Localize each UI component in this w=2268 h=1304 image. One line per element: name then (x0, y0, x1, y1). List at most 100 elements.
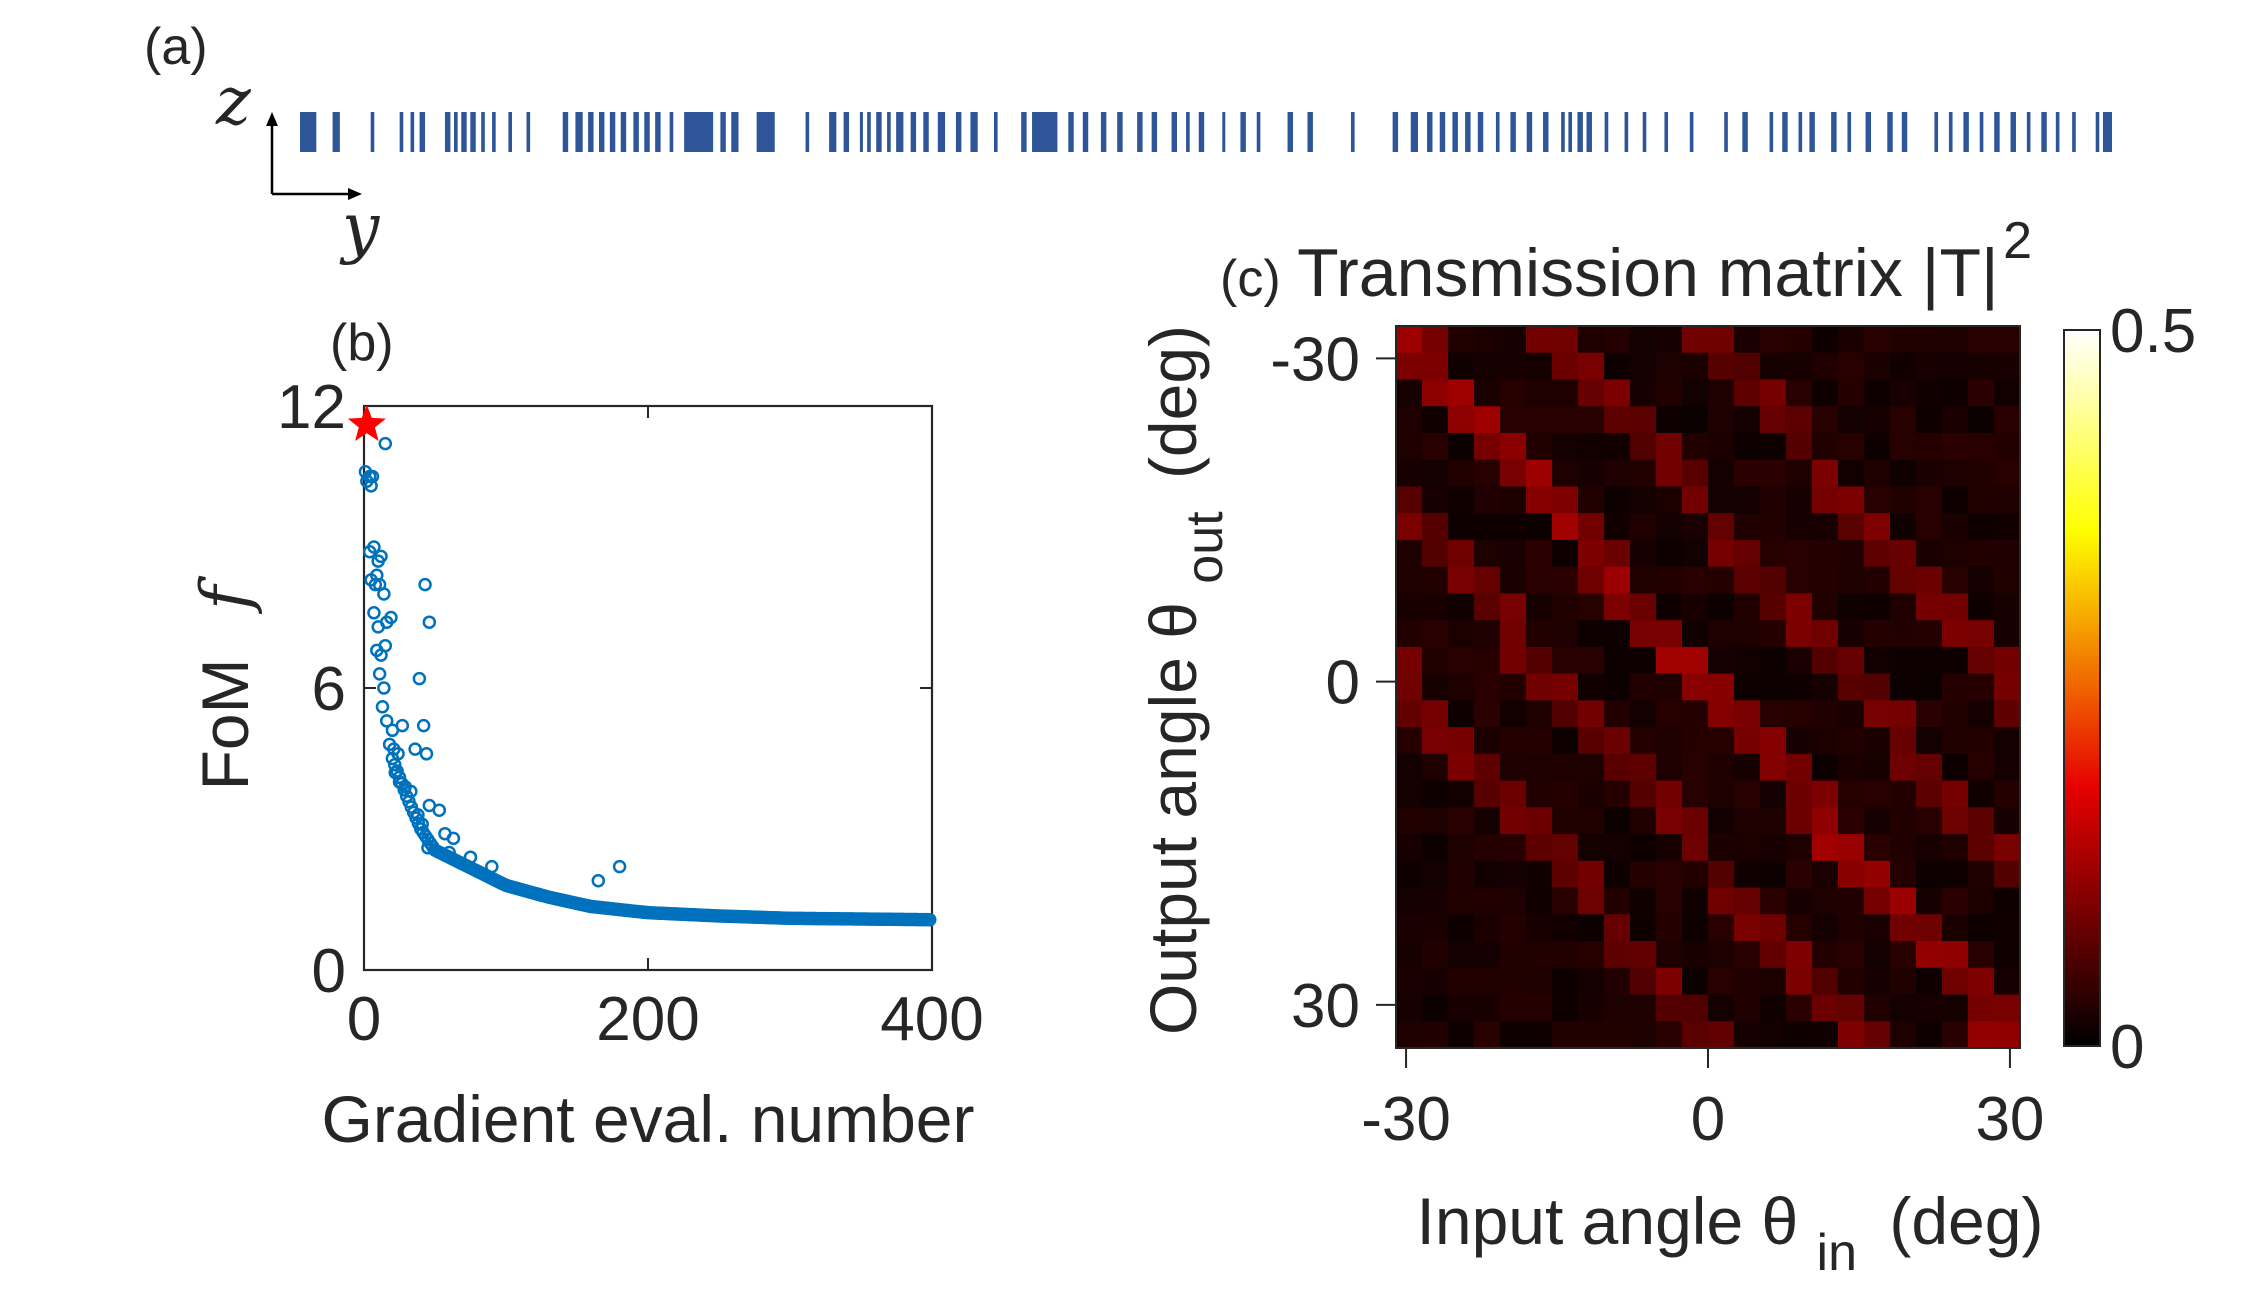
heatmap-cell (1500, 914, 1527, 942)
layer-bar (993, 112, 998, 152)
layer-bar (669, 112, 674, 152)
heatmap-cell (1968, 593, 1995, 621)
heatmap-cell (1526, 941, 1553, 969)
heatmap-cell (1448, 1021, 1475, 1049)
heatmap-cell (1396, 486, 1423, 514)
heatmap-cell (1422, 967, 1449, 996)
heatmap-cell (1604, 486, 1631, 514)
heatmap-cell (1656, 326, 1683, 354)
heatmap-cell (1890, 352, 1917, 380)
heatmap-cell (1682, 887, 1709, 915)
heatmap-cell (1890, 646, 1917, 675)
heatmap-cell (1890, 994, 1917, 1022)
heatmap-cell (1994, 914, 2021, 942)
heatmap-cell (1578, 1021, 1605, 1049)
heatmap-cell (1708, 887, 1735, 915)
heatmap-cell (1422, 432, 1449, 461)
heatmap-cell (1734, 994, 1761, 1022)
heatmap-cell (1734, 887, 1761, 915)
heatmap-cell (1786, 432, 1813, 461)
heatmap-cell (1656, 593, 1683, 621)
heatmap-cell (1396, 727, 1423, 755)
heatmap-cell (1994, 967, 2021, 996)
layer-bar (1831, 112, 1837, 152)
heatmap-cell (1916, 860, 1943, 889)
heatmap-cell (1656, 994, 1683, 1022)
heatmap-cell (1578, 673, 1605, 701)
heatmap-cell (1630, 914, 1657, 942)
heatmap-cell (1708, 753, 1735, 782)
heatmap-cell (1968, 860, 1995, 889)
plot-b-data-point (377, 681, 391, 695)
heatmap-cell (1786, 566, 1813, 594)
heatmap-cell (1864, 780, 1891, 808)
heatmap-cell (1552, 780, 1579, 808)
layer-bar (410, 112, 415, 152)
heatmap-cell (1656, 887, 1683, 915)
heatmap-cell (1656, 459, 1683, 487)
heatmap-cell (1396, 459, 1423, 487)
heatmap-cell (1604, 727, 1631, 755)
heatmap-cell (1812, 753, 1839, 782)
heatmap-cell (1864, 566, 1891, 594)
heatmap-cell (1994, 620, 2021, 648)
heatmap-cell (1968, 673, 1995, 701)
heatmap-cell (1474, 513, 1501, 541)
heatmap-cell (1604, 513, 1631, 541)
heatmap-cell (1682, 406, 1709, 434)
layer-bar (2102, 112, 2112, 152)
layer-bar (1198, 112, 1205, 152)
layer-bar (633, 112, 639, 152)
heatmap-cell (1396, 673, 1423, 701)
layer-bar (876, 112, 882, 152)
layer-bar (454, 112, 458, 152)
plot-b-data-point (367, 540, 381, 554)
heatmap-cell (1422, 673, 1449, 701)
plot-b-x-tick-label: 400 (880, 985, 983, 1054)
heatmap-cell (1760, 432, 1787, 461)
heatmap-cell (1630, 727, 1657, 755)
heatmap-cell (1578, 941, 1605, 969)
heatmap-cell (1448, 352, 1475, 380)
layer-bar (1510, 112, 1516, 152)
heatmap-cell (1604, 700, 1631, 728)
heatmap-cell (1734, 432, 1761, 461)
layer-bar (470, 112, 476, 152)
heatmap-cell (1916, 566, 1943, 594)
heatmap-cell (1604, 914, 1631, 942)
heatmap-cell (1916, 727, 1943, 755)
heatmap-cell (1682, 539, 1709, 568)
heatmap-cell (1812, 620, 1839, 648)
layer-bar (1186, 112, 1190, 152)
heatmap-cell (1864, 994, 1891, 1022)
heatmap-cell (1760, 807, 1787, 835)
plot-b-data-point (446, 831, 461, 846)
heatmap-cell (1630, 994, 1657, 1022)
heatmap-cell (1734, 727, 1761, 755)
heatmap-cell (1994, 753, 2021, 782)
heatmap-cell (1396, 513, 1423, 541)
heatmap-cell (1786, 967, 1813, 996)
heatmap-cell (1708, 914, 1735, 942)
heatmap-cell (1448, 459, 1475, 487)
heatmap-cell (1994, 566, 2021, 594)
heatmap-cell (1916, 326, 1943, 354)
heatmap-cell (1682, 593, 1709, 621)
heatmap-cell (1968, 459, 1995, 487)
heatmap-cell (1994, 994, 2021, 1022)
heatmap-cell (1994, 834, 2021, 862)
heatmap-cell (1786, 673, 1813, 701)
heatmap-cell (1396, 620, 1423, 648)
heatmap-cell (1890, 432, 1917, 461)
heatmap-cell (1630, 887, 1657, 915)
heatmap-cell (1500, 646, 1527, 675)
heatmap-cell (1474, 432, 1501, 461)
heatmap-cell (1682, 620, 1709, 648)
plot-b-data-point (372, 667, 387, 681)
heatmap-cell (1942, 753, 1969, 782)
layer-bar (1350, 112, 1355, 152)
heatmap-cell (1916, 486, 1943, 514)
heatmap-cell (1552, 566, 1579, 594)
plot-b-data-point (378, 638, 393, 653)
heatmap-cell (1786, 914, 1813, 942)
